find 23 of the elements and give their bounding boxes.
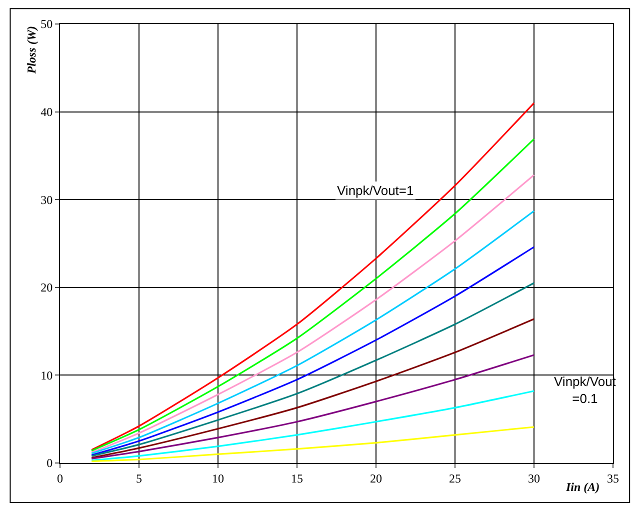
x-tick-label: 5 xyxy=(136,471,142,486)
y-tick-label: 30 xyxy=(40,192,53,207)
y-tick-label: 10 xyxy=(40,368,53,382)
x-tick-label: 10 xyxy=(212,471,224,486)
annotation: Vinpk/Vout=1 xyxy=(337,183,414,198)
line-series xyxy=(90,426,535,462)
y-tick-label: 40 xyxy=(40,105,53,119)
line-series xyxy=(90,282,535,457)
x-tick-label: 35 xyxy=(607,471,619,486)
x-tick-label: 20 xyxy=(370,471,382,486)
x-tick-label: 25 xyxy=(449,471,461,486)
line-series xyxy=(90,390,535,462)
y-tick-label: 0 xyxy=(46,456,53,470)
x-tick-label: 0 xyxy=(57,471,63,486)
line-series xyxy=(90,246,535,456)
y-tick-label: 50 xyxy=(40,17,53,32)
x-tick-label: 30 xyxy=(528,471,540,486)
x-tick-label: 15 xyxy=(291,471,303,486)
y-tick-label: 20 xyxy=(40,280,53,295)
y-axis-title: Ploss (W) xyxy=(24,26,39,74)
line-series xyxy=(90,318,535,459)
line-series xyxy=(90,354,535,460)
x-axis-title: Iin (A) xyxy=(565,480,600,494)
